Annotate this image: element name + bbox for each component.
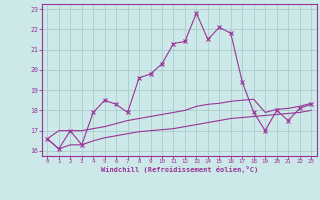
X-axis label: Windchill (Refroidissement éolien,°C): Windchill (Refroidissement éolien,°C)	[100, 166, 258, 173]
